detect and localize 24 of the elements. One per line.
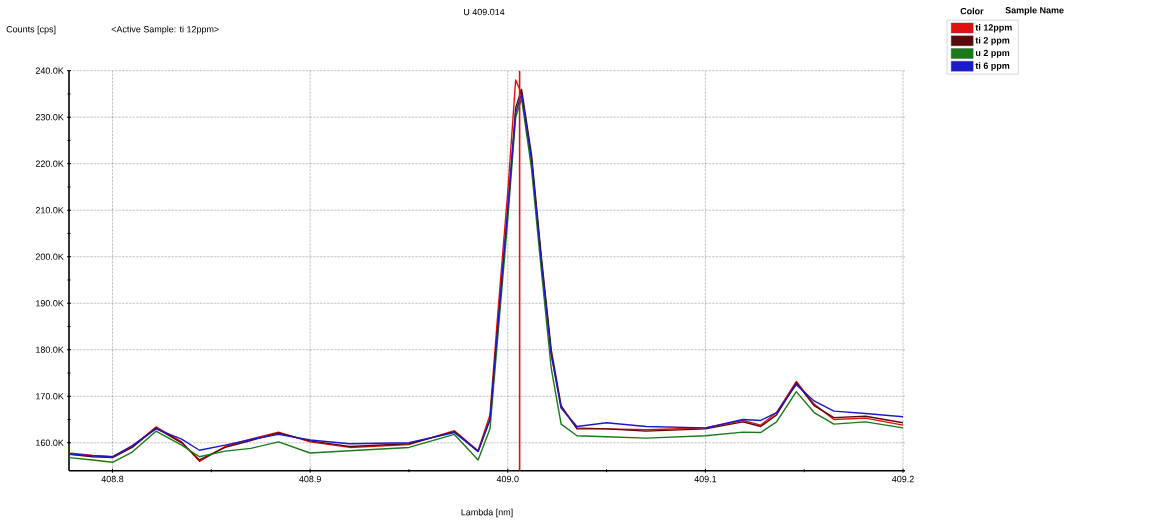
legend-label: ti 2 ppm <box>975 36 1010 46</box>
x-tick-label: 409.1 <box>694 475 717 483</box>
x-tick-label: 409.2 <box>892 475 914 483</box>
y-tick-label: 230.0K <box>35 114 64 121</box>
legend-title: Sample Name <box>1005 6 1064 16</box>
legend-label: ti 6 ppm <box>975 62 1010 71</box>
y-tick-label: 180.0K <box>36 346 64 353</box>
y-axis-title: Counts [cps] <box>6 25 56 35</box>
y-tick-label: 160.0K <box>36 439 64 446</box>
chart-subtitle: <Active Sample: ti 12ppm> <box>111 25 219 35</box>
legend-label: u 2 ppm <box>975 49 1010 58</box>
y-tick-label: 190.0K <box>36 300 64 307</box>
y-tick-label: 170.0K <box>36 393 64 400</box>
y-tick-label: 200.0K <box>35 253 64 260</box>
x-tick-label: 409.0 <box>496 475 519 483</box>
x-tick-label: 408.9 <box>299 475 321 483</box>
y-tick-label: 210.0K <box>35 207 64 214</box>
y-tick-label: 240.0K <box>35 67 64 74</box>
x-tick-label: 408.8 <box>101 475 124 483</box>
y-tick-label: 220.0K <box>35 160 64 167</box>
legend-label: ti 12ppm <box>975 24 1012 33</box>
x-axis-title: Lambda [nm] <box>461 508 513 518</box>
chart-title: U 409.014 <box>464 8 505 16</box>
text: Color <box>960 7 984 15</box>
